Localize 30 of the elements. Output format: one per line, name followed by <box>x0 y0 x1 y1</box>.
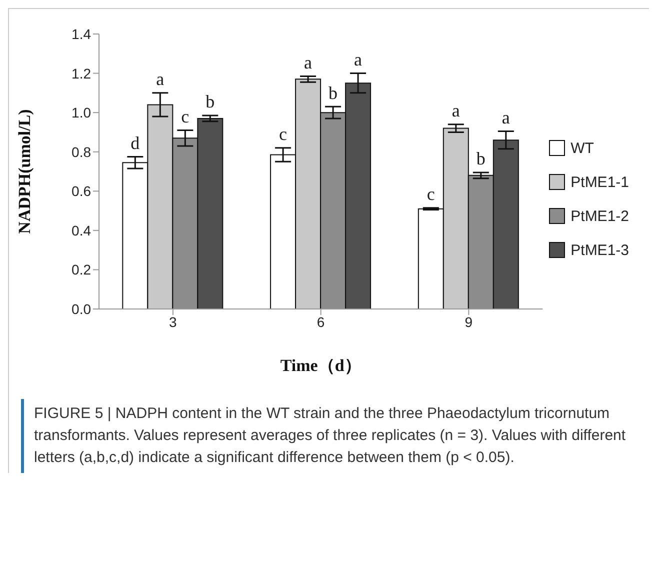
annotation: a <box>304 52 312 72</box>
annotation: a <box>156 69 164 90</box>
annotation: a <box>452 100 460 120</box>
legend-label: PtME1-3 <box>570 242 629 258</box>
annotation: a <box>502 107 510 128</box>
annotation: c <box>279 124 288 144</box>
annotation: b <box>328 82 338 103</box>
legend-label: PtME1-2 <box>570 208 629 224</box>
x-tick-label: 3 <box>169 314 178 330</box>
legend-label: PtME1-1 <box>570 174 629 190</box>
y-tick-label: 0.8 <box>72 144 92 160</box>
x-tick-label: 6 <box>316 314 325 330</box>
x-tick-label: 9 <box>464 314 473 330</box>
annotation: b <box>476 148 486 169</box>
annotation: a <box>354 50 362 70</box>
y-tick-label: 0.0 <box>72 300 92 317</box>
y-tick-label: 0.4 <box>72 222 92 238</box>
annotation: b <box>206 92 215 112</box>
y-tick-label: 1.2 <box>72 65 92 82</box>
legend-label: WT <box>570 140 594 156</box>
y-axis-title: NADPH(umol/L) <box>15 109 34 234</box>
annotation: d <box>130 132 140 153</box>
annotation: c <box>181 106 190 126</box>
x-axis-title: Time（d） <box>280 356 362 375</box>
caption: FIGURE 5 | NADPH content in the WT strain and the three Phaeodactylum tricornutum transformants. Values represent averages of three replicates (n = 3). Values with different letters (a,b,c,d) indicate a significant difference between them (p < 0.05). <box>21 399 649 473</box>
y-tick-label: 1.0 <box>72 104 92 121</box>
y-tick-label: 1.4 <box>72 26 92 42</box>
y-tick-label: 0.2 <box>72 262 92 278</box>
annotation: c <box>426 184 435 204</box>
y-tick-label: 0.6 <box>72 183 92 200</box>
